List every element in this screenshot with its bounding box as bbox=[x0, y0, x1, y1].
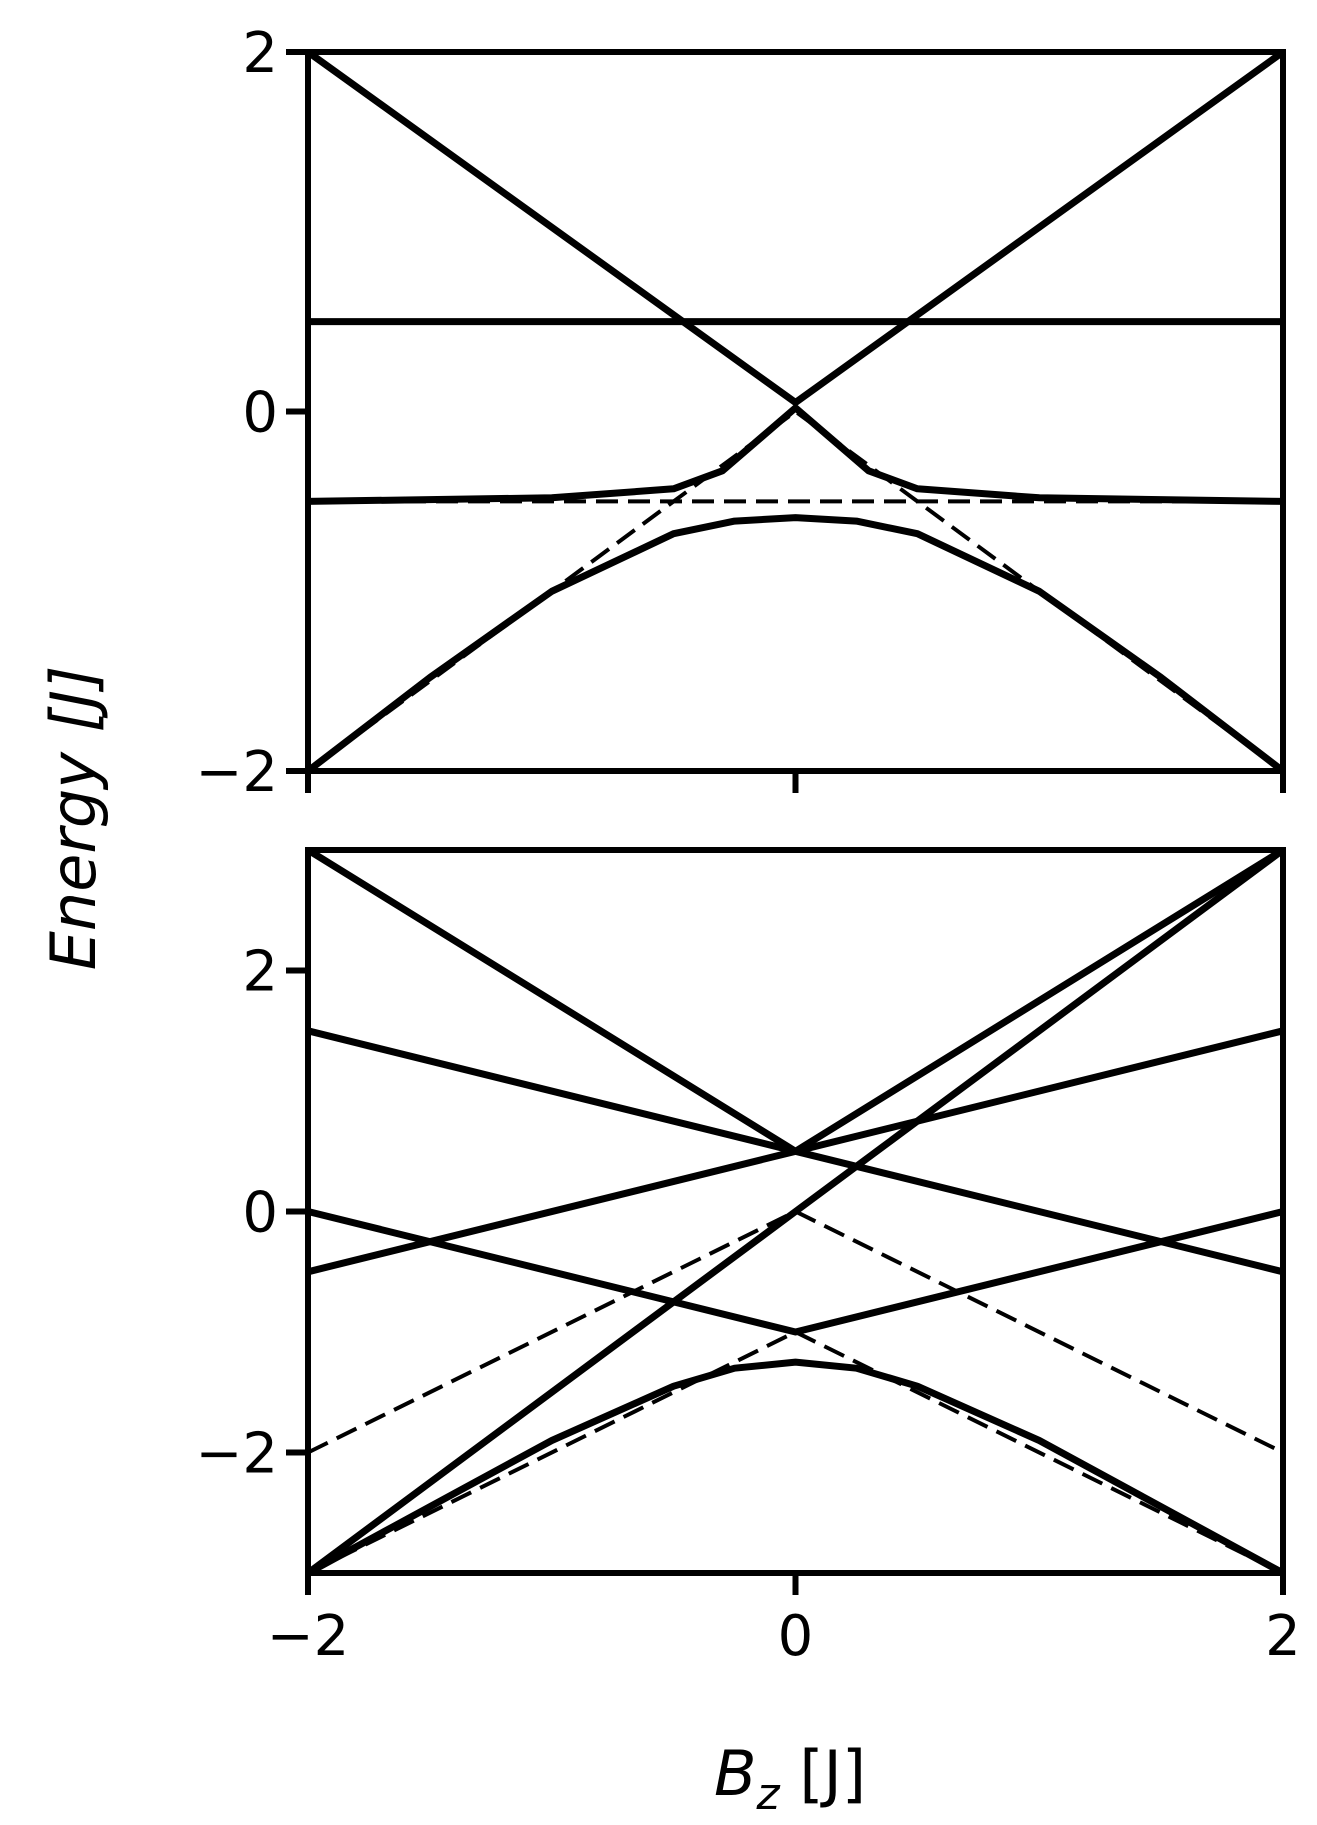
top-series-1-solid bbox=[305, 49, 1286, 406]
top-y-tick-label-2: 2 bbox=[242, 21, 278, 86]
bottom-panel: −2 0 2 −2 0 2 bbox=[195, 847, 1301, 1669]
x-axis-label-unit: [J] bbox=[780, 1737, 866, 1810]
bottom-series-4-solid bbox=[307, 1208, 1284, 1336]
bottom-series-6-dashed bbox=[307, 1330, 1284, 1575]
bottom-series-5-solid bbox=[306, 1358, 1285, 1577]
top-series-2-solid bbox=[307, 404, 1284, 505]
x-axis-label: Bz [J] bbox=[714, 1737, 866, 1820]
y-axis-label: Energy [J] bbox=[37, 666, 110, 971]
bottom-y-tick-label-2: 2 bbox=[242, 940, 278, 1005]
bottom-x-tick-label-1: 0 bbox=[778, 1604, 814, 1669]
bottom-y-tick-label-0: −2 bbox=[195, 1422, 278, 1487]
top-y-tick-label-0: −2 bbox=[195, 740, 278, 805]
top-series-3-solid bbox=[305, 514, 1286, 774]
bottom-series-1-solid bbox=[305, 847, 1286, 1576]
bottom-series-0-solid bbox=[306, 847, 1285, 1155]
bottom-series-3-solid bbox=[307, 1027, 1284, 1276]
bottom-x-tick-label-2: 2 bbox=[1265, 1604, 1301, 1669]
bottom-series-7-dashed bbox=[307, 1209, 1284, 1455]
bottom-y-tick-label-1: 0 bbox=[242, 1181, 278, 1246]
x-axis-label-subscript: z bbox=[756, 1769, 781, 1820]
x-axis-label-symbol: B bbox=[714, 1737, 757, 1810]
top-panel: −2 0 2 bbox=[195, 21, 1286, 805]
top-y-tick-label-1: 0 bbox=[242, 381, 278, 446]
bottom-x-tick-label-0: −2 bbox=[267, 1604, 350, 1669]
top-series-5-dashed bbox=[306, 409, 1285, 773]
